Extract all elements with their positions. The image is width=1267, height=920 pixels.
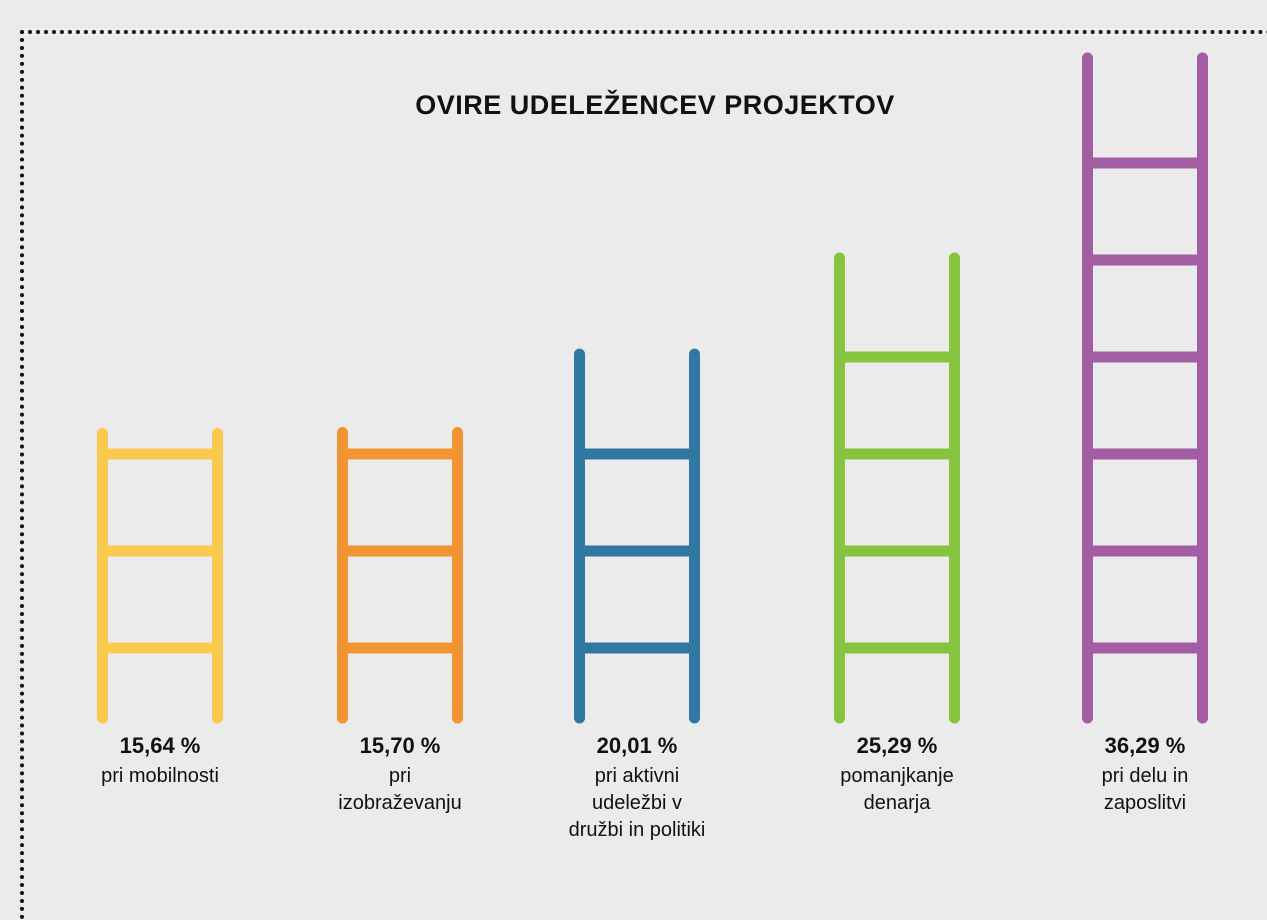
value-label: 25,29 %	[797, 733, 997, 759]
value-label: 15,70 %	[300, 733, 500, 759]
ladder	[580, 354, 695, 718]
category-label: pri izobraževanju	[325, 763, 475, 817]
value-label: 15,64 %	[60, 733, 260, 759]
ladder	[840, 258, 955, 718]
category-label: pomanjkanje denarja	[822, 763, 972, 817]
value-label: 36,29 %	[1045, 733, 1245, 759]
ladder	[103, 434, 218, 718]
ladder	[1088, 58, 1203, 718]
ladder	[343, 432, 458, 718]
page: {"chart_data": {"type": "ladder", "title…	[0, 0, 1267, 898]
category-label: pri mobilnosti	[85, 763, 235, 790]
value-label: 20,01 %	[537, 733, 737, 759]
category-label: pri delu in zaposlitvi	[1070, 763, 1220, 817]
category-label: pri aktivni udeležbi v družbi in politik…	[562, 763, 712, 844]
